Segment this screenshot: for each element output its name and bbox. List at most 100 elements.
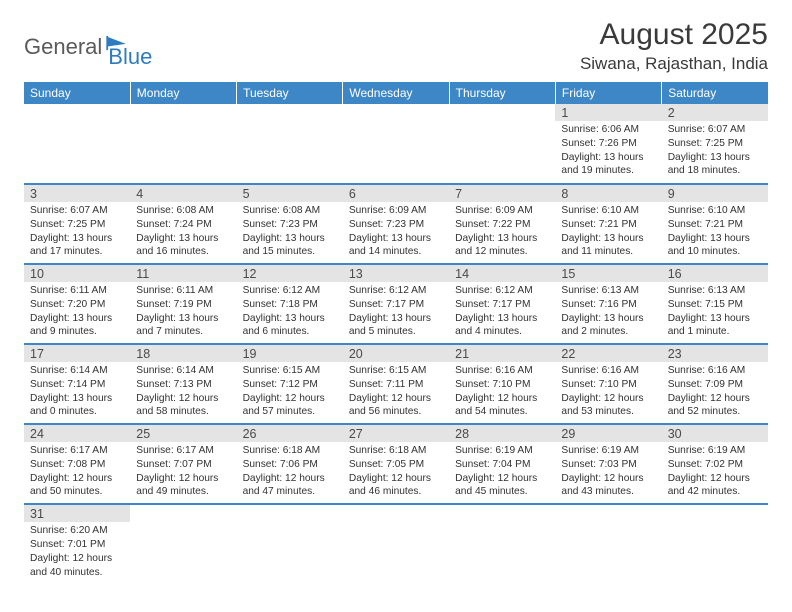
daylight-line: Daylight: 12 hours and 46 minutes. bbox=[349, 472, 443, 500]
sunrise-line: Sunrise: 6:10 AM bbox=[668, 204, 762, 218]
day-number: 14 bbox=[449, 265, 555, 282]
day-details: Sunrise: 6:11 AMSunset: 7:19 PMDaylight:… bbox=[136, 284, 230, 339]
calendar-cell: 12Sunrise: 6:12 AMSunset: 7:18 PMDayligh… bbox=[237, 264, 343, 344]
day-number: 24 bbox=[24, 425, 130, 442]
calendar-cell: 24 Sunrise: 6:17 AMSunset: 7:08 PMDayligh… bbox=[24, 424, 130, 504]
daylight-line: Daylight: 12 hours and 47 minutes. bbox=[243, 472, 337, 500]
calendar-table: SundayMondayTuesdayWednesdayThursdayFrid… bbox=[24, 82, 768, 584]
daylight-line: Daylight: 13 hours and 4 minutes. bbox=[455, 312, 549, 340]
day-details: Sunrise: 6:19 AMSunset: 7:03 PMDaylight:… bbox=[561, 444, 655, 499]
calendar-cell: 4 Sunrise: 6:08 AMSunset: 7:24 PMDaylight… bbox=[130, 184, 236, 264]
calendar-cell: 30Sunrise: 6:19 AMSunset: 7:02 PMDayligh… bbox=[662, 424, 768, 504]
sunset-line: Sunset: 7:09 PM bbox=[668, 378, 762, 392]
day-number: 9 bbox=[662, 185, 768, 202]
sunset-line: Sunset: 7:05 PM bbox=[349, 458, 443, 472]
daylight-line: Daylight: 12 hours and 45 minutes. bbox=[455, 472, 549, 500]
daylight-line: Daylight: 12 hours and 57 minutes. bbox=[243, 392, 337, 420]
sunrise-line: Sunrise: 6:19 AM bbox=[455, 444, 549, 458]
sunrise-line: Sunrise: 6:09 AM bbox=[455, 204, 549, 218]
calendar-cell: 16Sunrise: 6:13 AMSunset: 7:15 PMDayligh… bbox=[662, 264, 768, 344]
sunrise-line: Sunrise: 6:17 AM bbox=[136, 444, 230, 458]
sunrise-line: Sunrise: 6:07 AM bbox=[30, 204, 124, 218]
sunrise-line: Sunrise: 6:19 AM bbox=[561, 444, 655, 458]
calendar-cell-empty bbox=[237, 104, 343, 184]
sunset-line: Sunset: 7:08 PM bbox=[30, 458, 124, 472]
daylight-line: Daylight: 12 hours and 42 minutes. bbox=[668, 472, 762, 500]
sunrise-line: Sunrise: 6:18 AM bbox=[349, 444, 443, 458]
calendar-cell: 7Sunrise: 6:09 AMSunset: 7:22 PMDaylight… bbox=[449, 184, 555, 264]
sunrise-line: Sunrise: 6:12 AM bbox=[243, 284, 337, 298]
sunrise-line: Sunrise: 6:15 AM bbox=[349, 364, 443, 378]
calendar-cell: 21Sunrise: 6:16 AMSunset: 7:10 PMDayligh… bbox=[449, 344, 555, 424]
day-number: 27 bbox=[343, 425, 449, 442]
day-details: Sunrise: 6:09 AMSunset: 7:23 PMDaylight:… bbox=[349, 204, 443, 259]
daylight-line: Daylight: 13 hours and 1 minute. bbox=[668, 312, 762, 340]
day-details: Sunrise: 6:12 AMSunset: 7:18 PMDaylight:… bbox=[243, 284, 337, 339]
sunset-line: Sunset: 7:24 PM bbox=[136, 218, 230, 232]
day-number: 7 bbox=[449, 185, 555, 202]
day-number: 4 bbox=[130, 185, 236, 202]
daylight-line: Daylight: 12 hours and 50 minutes. bbox=[30, 472, 124, 500]
day-details: Sunrise: 6:07 AMSunset: 7:25 PMDaylight:… bbox=[30, 204, 124, 259]
sunset-line: Sunset: 7:06 PM bbox=[243, 458, 337, 472]
day-number: 1 bbox=[555, 104, 661, 121]
day-details: Sunrise: 6:16 AMSunset: 7:10 PMDaylight:… bbox=[561, 364, 655, 419]
day-details: Sunrise: 6:15 AMSunset: 7:11 PMDaylight:… bbox=[349, 364, 443, 419]
day-number: 13 bbox=[343, 265, 449, 282]
day-number: 19 bbox=[237, 345, 343, 362]
sunrise-line: Sunrise: 6:15 AM bbox=[243, 364, 337, 378]
daylight-line: Daylight: 13 hours and 16 minutes. bbox=[136, 232, 230, 260]
sunset-line: Sunset: 7:03 PM bbox=[561, 458, 655, 472]
sunset-line: Sunset: 7:10 PM bbox=[561, 378, 655, 392]
sunrise-line: Sunrise: 6:13 AM bbox=[668, 284, 762, 298]
sunrise-line: Sunrise: 6:20 AM bbox=[30, 524, 124, 538]
daylight-line: Daylight: 13 hours and 17 minutes. bbox=[30, 232, 124, 260]
day-details: Sunrise: 6:08 AMSunset: 7:24 PMDaylight:… bbox=[136, 204, 230, 259]
calendar-cell: 20Sunrise: 6:15 AMSunset: 7:11 PMDayligh… bbox=[343, 344, 449, 424]
day-details: Sunrise: 6:11 AMSunset: 7:20 PMDaylight:… bbox=[30, 284, 124, 339]
sunset-line: Sunset: 7:23 PM bbox=[349, 218, 443, 232]
calendar-cell-empty bbox=[24, 104, 130, 184]
day-number: 25 bbox=[130, 425, 236, 442]
day-number: 29 bbox=[555, 425, 661, 442]
sunrise-line: Sunrise: 6:16 AM bbox=[561, 364, 655, 378]
header: General Blue August 2025 Siwana, Rajasth… bbox=[24, 18, 768, 74]
day-details: Sunrise: 6:16 AMSunset: 7:10 PMDaylight:… bbox=[455, 364, 549, 419]
day-details: Sunrise: 6:13 AMSunset: 7:15 PMDaylight:… bbox=[668, 284, 762, 339]
weekday-header-row: SundayMondayTuesdayWednesdayThursdayFrid… bbox=[24, 82, 768, 104]
day-number: 23 bbox=[662, 345, 768, 362]
calendar-cell: 28Sunrise: 6:19 AMSunset: 7:04 PMDayligh… bbox=[449, 424, 555, 504]
location: Siwana, Rajasthan, India bbox=[580, 54, 768, 74]
sunset-line: Sunset: 7:22 PM bbox=[455, 218, 549, 232]
daylight-line: Daylight: 13 hours and 2 minutes. bbox=[561, 312, 655, 340]
calendar-body: 1Sunrise: 6:06 AMSunset: 7:26 PMDaylight… bbox=[24, 104, 768, 584]
day-number: 18 bbox=[130, 345, 236, 362]
daylight-line: Daylight: 12 hours and 40 minutes. bbox=[30, 552, 124, 580]
calendar-cell-empty bbox=[449, 104, 555, 184]
daylight-line: Daylight: 13 hours and 11 minutes. bbox=[561, 232, 655, 260]
calendar-cell: 1Sunrise: 6:06 AMSunset: 7:26 PMDaylight… bbox=[555, 104, 661, 184]
calendar-cell: 29 Sunrise: 6:19 AMSunset: 7:03 PMDayligh… bbox=[555, 424, 661, 504]
sunset-line: Sunset: 7:04 PM bbox=[455, 458, 549, 472]
daylight-line: Daylight: 12 hours and 53 minutes. bbox=[561, 392, 655, 420]
calendar-cell-empty bbox=[130, 104, 236, 184]
day-number: 26 bbox=[237, 425, 343, 442]
sunrise-line: Sunrise: 6:17 AM bbox=[30, 444, 124, 458]
sunrise-line: Sunrise: 6:06 AM bbox=[561, 123, 655, 137]
calendar-cell: 19Sunrise: 6:15 AMSunset: 7:12 PMDayligh… bbox=[237, 344, 343, 424]
sunrise-line: Sunrise: 6:12 AM bbox=[349, 284, 443, 298]
daylight-line: Daylight: 13 hours and 10 minutes. bbox=[668, 232, 762, 260]
sunset-line: Sunset: 7:20 PM bbox=[30, 298, 124, 312]
sunset-line: Sunset: 7:11 PM bbox=[349, 378, 443, 392]
sunrise-line: Sunrise: 6:09 AM bbox=[349, 204, 443, 218]
daylight-line: Daylight: 13 hours and 9 minutes. bbox=[30, 312, 124, 340]
daylight-line: Daylight: 13 hours and 0 minutes. bbox=[30, 392, 124, 420]
calendar-cell: 3Sunrise: 6:07 AMSunset: 7:25 PMDaylight… bbox=[24, 184, 130, 264]
daylight-line: Daylight: 12 hours and 58 minutes. bbox=[136, 392, 230, 420]
sunrise-line: Sunrise: 6:19 AM bbox=[668, 444, 762, 458]
calendar-cell-empty bbox=[130, 504, 236, 584]
calendar-cell: 9Sunrise: 6:10 AMSunset: 7:21 PMDaylight… bbox=[662, 184, 768, 264]
day-details: Sunrise: 6:18 AMSunset: 7:06 PMDaylight:… bbox=[243, 444, 337, 499]
sunrise-line: Sunrise: 6:08 AM bbox=[243, 204, 337, 218]
logo: General Blue bbox=[24, 24, 152, 70]
